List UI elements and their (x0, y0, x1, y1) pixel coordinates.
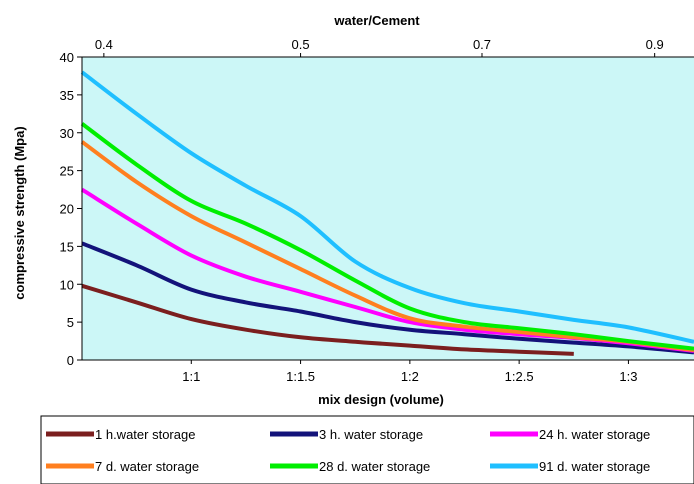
top-x-tick-label: 0.7 (473, 37, 491, 52)
y-tick-label: 40 (60, 50, 74, 65)
y-axis-title: compressive strength (Mpa) (12, 126, 27, 299)
y-tick-label: 20 (60, 202, 74, 217)
series-line-7-d-water-storage (80, 140, 694, 353)
legend-label-24-h-water-storage: 24 h. water storage (539, 427, 650, 442)
x-tick-label: 1:2 (401, 369, 419, 384)
legend: 1 h.water storage 3 h. water storage 24 h.… (46, 427, 650, 474)
series-layer (80, 70, 694, 356)
legend-label-3-h-water-storage: 3 h. water storage (319, 427, 423, 442)
y-tick-label: 35 (60, 88, 74, 103)
y-tick-label: 25 (60, 164, 74, 179)
series-line-3-h-water-storage (81, 241, 694, 355)
y-tick-label: 5 (67, 315, 74, 330)
x-tick-label: 1:2.5 (505, 369, 534, 384)
y-tick-label: 15 (60, 239, 74, 254)
y-tick-label: 10 (60, 277, 74, 292)
y-tick-label: 0 (67, 353, 74, 368)
legend-box (40, 415, 694, 484)
top-x-tick-label: 0.5 (292, 37, 310, 52)
y-tick-label: 30 (60, 126, 74, 141)
series-line-1-h-water-storage (81, 283, 574, 356)
top-x-tick-label: 0.9 (646, 37, 664, 52)
legend-label-1-h-water-storage: 1 h.water storage (95, 427, 195, 442)
y-ticks: 0 5 10 15 20 25 30 35 40 (60, 50, 82, 368)
legend-label-28-d-water-storage: 28 d. water storage (319, 459, 430, 474)
x-tick-label: 1:3 (619, 369, 637, 384)
x-axis-title: mix design (volume) (318, 392, 444, 407)
series-line-91-d-water-storage (80, 70, 694, 344)
top-x-ticks: 0.4 0.5 0.7 0.9 (95, 37, 664, 57)
x-ticks: 1:1 1:1.5 1:2 1:2.5 1:3 (182, 360, 637, 384)
x-tick-label: 1:1 (182, 369, 200, 384)
top-axis-title: water/Cement (333, 13, 420, 28)
x-tick-label: 1:1.5 (286, 369, 315, 384)
legend-label-7-d-water-storage: 7 d. water storage (95, 459, 199, 474)
legend-label-91-d-water-storage: 91 d. water storage (539, 459, 650, 474)
series-line-28-d-water-storage (80, 122, 694, 351)
top-x-tick-label: 0.4 (95, 37, 113, 52)
